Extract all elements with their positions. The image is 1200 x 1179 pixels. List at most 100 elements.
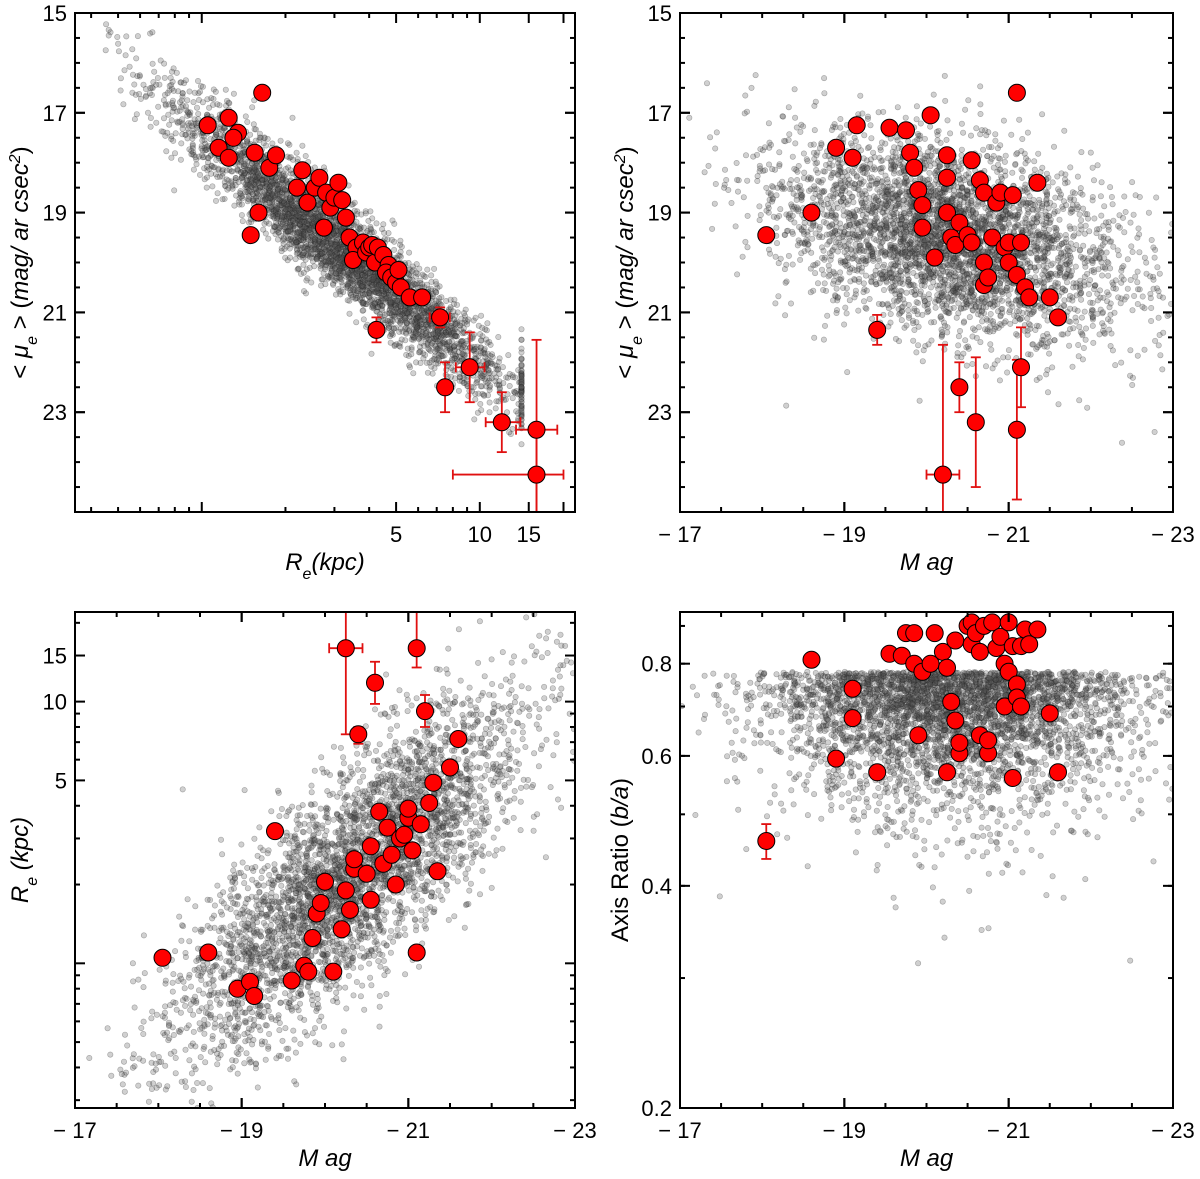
background-point [167, 74, 174, 81]
background-point [169, 97, 176, 104]
background-point [493, 398, 500, 405]
background-point [857, 92, 864, 99]
background-point [418, 331, 425, 338]
background-point [325, 256, 332, 263]
background-point [374, 277, 381, 284]
background-point [282, 212, 289, 219]
background-point [163, 148, 170, 155]
background-point [197, 88, 204, 95]
background-point [279, 194, 286, 201]
background-point [278, 202, 285, 209]
background-point [310, 238, 317, 245]
background-point [278, 248, 285, 255]
background-point [201, 145, 208, 152]
background-point [414, 307, 421, 314]
background-point [264, 191, 271, 198]
background-point [315, 202, 322, 209]
background-point [369, 281, 376, 288]
background-point [350, 278, 357, 285]
background-point [516, 379, 523, 386]
background-point [276, 184, 283, 191]
background-point [328, 257, 335, 264]
background-point [272, 208, 279, 215]
background-point [975, 324, 982, 331]
background-point [327, 248, 334, 255]
background-point [246, 219, 253, 226]
background-point [273, 219, 280, 226]
background-point [387, 291, 394, 298]
background-point [320, 239, 327, 246]
background-point [410, 311, 417, 318]
background-point [293, 239, 300, 246]
background-point [434, 346, 441, 353]
y-tick-label: 21 [43, 300, 67, 325]
background-point [327, 249, 334, 256]
background-point [209, 183, 216, 190]
background-point [282, 208, 289, 215]
background-point [323, 243, 330, 250]
background-point [282, 165, 289, 172]
background-point [293, 238, 300, 245]
background-point [372, 289, 379, 296]
background-point [425, 335, 432, 342]
background-point [458, 337, 465, 344]
background-point [325, 259, 332, 266]
background-point [295, 210, 302, 217]
background-point [518, 336, 525, 343]
background-point [373, 308, 380, 315]
background-point [332, 291, 339, 298]
background-point [451, 346, 458, 353]
background-point [777, 206, 784, 213]
background-point [365, 217, 372, 224]
background-point [402, 308, 409, 315]
background-point [325, 238, 332, 245]
background-point [419, 281, 426, 288]
background-point [410, 333, 417, 340]
background-point [253, 172, 260, 179]
background-point [405, 352, 412, 359]
background-point [222, 86, 229, 93]
background-point [373, 220, 380, 227]
background-point [308, 214, 315, 221]
background-point [359, 279, 366, 286]
background-point [403, 319, 410, 326]
background-point [286, 154, 293, 161]
background-point [356, 277, 363, 284]
background-point [518, 411, 525, 418]
background-point [321, 236, 328, 243]
x-axis-label: Re(kpc) [285, 549, 365, 583]
background-point [381, 235, 388, 242]
background-point [282, 204, 289, 211]
background-point [303, 224, 310, 231]
background-point [394, 304, 401, 311]
sample-point [329, 173, 348, 192]
background-point [324, 275, 331, 282]
background-point [431, 300, 438, 307]
background-point [412, 269, 419, 276]
background-point [403, 320, 410, 327]
background-point [362, 301, 369, 308]
background-point [391, 297, 398, 304]
background-point [279, 237, 286, 244]
background-point [996, 377, 1003, 384]
background-point [239, 193, 246, 200]
background-point [358, 286, 365, 293]
background-point [1080, 344, 1087, 351]
background-point [336, 242, 343, 249]
background-point [518, 386, 525, 393]
background-point [471, 416, 478, 423]
background-point [275, 208, 282, 215]
background-point [495, 333, 502, 340]
background-point [285, 204, 292, 211]
background-point [242, 184, 249, 191]
background-point [313, 246, 320, 253]
background-point [860, 298, 867, 305]
background-point [436, 331, 443, 338]
background-point [308, 210, 315, 217]
background-point [772, 253, 779, 260]
background-point [292, 204, 299, 211]
background-point [479, 372, 486, 379]
background-point [252, 185, 259, 192]
background-point [300, 231, 307, 238]
sample-point [333, 191, 352, 210]
